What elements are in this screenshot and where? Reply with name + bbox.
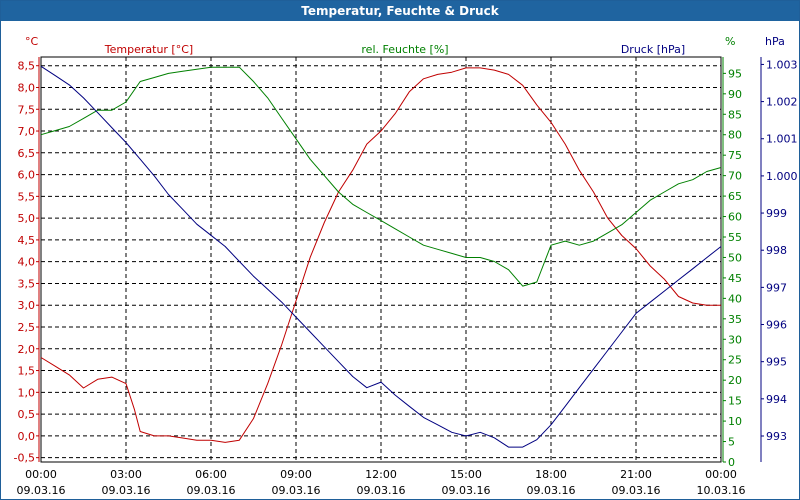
temperature-tick-label: 0,5 xyxy=(18,408,36,421)
x-tick-label-time: 15:00 xyxy=(450,468,482,481)
pressure-tick-label: 1.000 xyxy=(766,170,798,183)
series-lines xyxy=(40,65,722,448)
humidity-tick-label: 75 xyxy=(728,149,742,162)
humidity-tick-label: 30 xyxy=(728,333,742,346)
chart-title: Temperatur, Feuchte & Druck xyxy=(1,1,799,21)
grid-lines xyxy=(41,57,721,462)
x-tick-label-date: 09.03.16 xyxy=(187,484,236,497)
pressure-line xyxy=(40,65,722,448)
x-tick-label-time: 09:00 xyxy=(280,468,312,481)
humidity-tick-label: 45 xyxy=(728,272,742,285)
x-tick-label-time: 12:00 xyxy=(365,468,397,481)
humidity-tick-label: 95 xyxy=(728,67,742,80)
temperature-tick-label: 5,0 xyxy=(18,212,36,225)
humidity-tick-label: 10 xyxy=(728,415,742,428)
x-tick-label-date: 09.03.16 xyxy=(527,484,576,497)
chart-plot: 00:00 09.03.16 03:00 09.03.16 06:00 09.03.16 0… xyxy=(14,35,798,497)
pressure-tick-label: 1.003 xyxy=(766,58,798,71)
x-tick-label-date: 09.03.16 xyxy=(357,484,406,497)
pressure-tick-label: 996 xyxy=(766,319,787,332)
pressure-tick-label: 995 xyxy=(766,356,787,369)
humidity-tick-label: 90 xyxy=(728,88,742,101)
temperature-tick-label: 2,5 xyxy=(18,321,36,334)
humidity-tick-label: 60 xyxy=(728,211,742,224)
x-tick-label-time: 00:00 xyxy=(25,468,57,481)
humidity-line xyxy=(40,66,722,287)
axes xyxy=(36,57,764,463)
temperature-tick-label: 5,5 xyxy=(18,190,36,203)
x-tick-label-time: 00:00 xyxy=(705,468,737,481)
temperature-tick-label: 7,0 xyxy=(18,125,36,138)
temperature-tick-label: 3,0 xyxy=(18,299,36,312)
temperature-tick-label: -0,5 xyxy=(14,452,35,465)
x-tick-label-date: 10.03.16 xyxy=(697,484,746,497)
humidity-unit: % xyxy=(725,35,735,48)
humidity-tick-label: 0 xyxy=(728,456,735,469)
temperature-tick-label: 1,5 xyxy=(18,365,36,378)
pressure-tick-label: 993 xyxy=(766,430,787,443)
temperature-tick-label: 8,5 xyxy=(18,60,36,73)
x-tick-label-date: 09.03.16 xyxy=(17,484,66,497)
temperature-tick-label: 2,0 xyxy=(18,343,36,356)
temperature-tick-label: 3,5 xyxy=(18,277,36,290)
pressure-tick-label: 997 xyxy=(766,281,787,294)
pressure-tick-label: 1.002 xyxy=(766,96,798,109)
humidity-tick-label: 70 xyxy=(728,170,742,183)
humidity-tick-label: 50 xyxy=(728,251,742,264)
x-tick-label-date: 09.03.16 xyxy=(102,484,151,497)
axis-labels: 00:00 09.03.16 03:00 09.03.16 06:00 09.03.16 0… xyxy=(14,35,798,497)
humidity-tick-label: 15 xyxy=(728,395,742,408)
pressure-tick-label: 998 xyxy=(766,244,787,257)
temperature-tick-label: 4,5 xyxy=(18,234,36,247)
temperature-tick-label: 6,5 xyxy=(18,147,36,160)
x-tick-label-time: 06:00 xyxy=(195,468,227,481)
humidity-tick-label: 20 xyxy=(728,374,742,387)
temperature-tick-label: 8,0 xyxy=(18,81,36,94)
x-tick-label-time: 21:00 xyxy=(620,468,652,481)
temperature-tick-label: 7,5 xyxy=(18,103,36,116)
humidity-axis-label: rel. Feuchte [%] xyxy=(361,43,448,56)
pressure-tick-label: 994 xyxy=(766,393,787,406)
humidity-tick-label: 25 xyxy=(728,354,742,367)
temperature-tick-label: 6,0 xyxy=(18,169,36,182)
pressure-unit: hPa xyxy=(765,35,785,48)
humidity-tick-label: 40 xyxy=(728,292,742,305)
humidity-tick-label: 55 xyxy=(728,231,742,244)
x-tick-label-date: 09.03.16 xyxy=(272,484,321,497)
x-tick-label-time: 18:00 xyxy=(535,468,567,481)
temperature-tick-label: 0,0 xyxy=(18,430,36,443)
x-tick-label-time: 03:00 xyxy=(110,468,142,481)
pressure-tick-label: 999 xyxy=(766,207,787,220)
x-tick-label-date: 09.03.16 xyxy=(612,484,661,497)
temperature-axis-label: Temperatur [°C] xyxy=(104,43,193,56)
temperature-line xyxy=(40,67,721,443)
x-tick-label-date: 09.03.16 xyxy=(442,484,491,497)
pressure-axis-label: Druck [hPa] xyxy=(621,43,685,56)
temperature-tick-label: 1,0 xyxy=(18,386,36,399)
pressure-tick-label: 1.001 xyxy=(766,133,798,146)
humidity-tick-label: 5 xyxy=(728,436,735,449)
humidity-tick-label: 80 xyxy=(728,129,742,142)
temperature-unit: °C xyxy=(25,35,39,48)
humidity-tick-label: 85 xyxy=(728,108,742,121)
temperature-tick-label: 4,0 xyxy=(18,256,36,269)
humidity-tick-label: 35 xyxy=(728,313,742,326)
humidity-tick-label: 65 xyxy=(728,190,742,203)
